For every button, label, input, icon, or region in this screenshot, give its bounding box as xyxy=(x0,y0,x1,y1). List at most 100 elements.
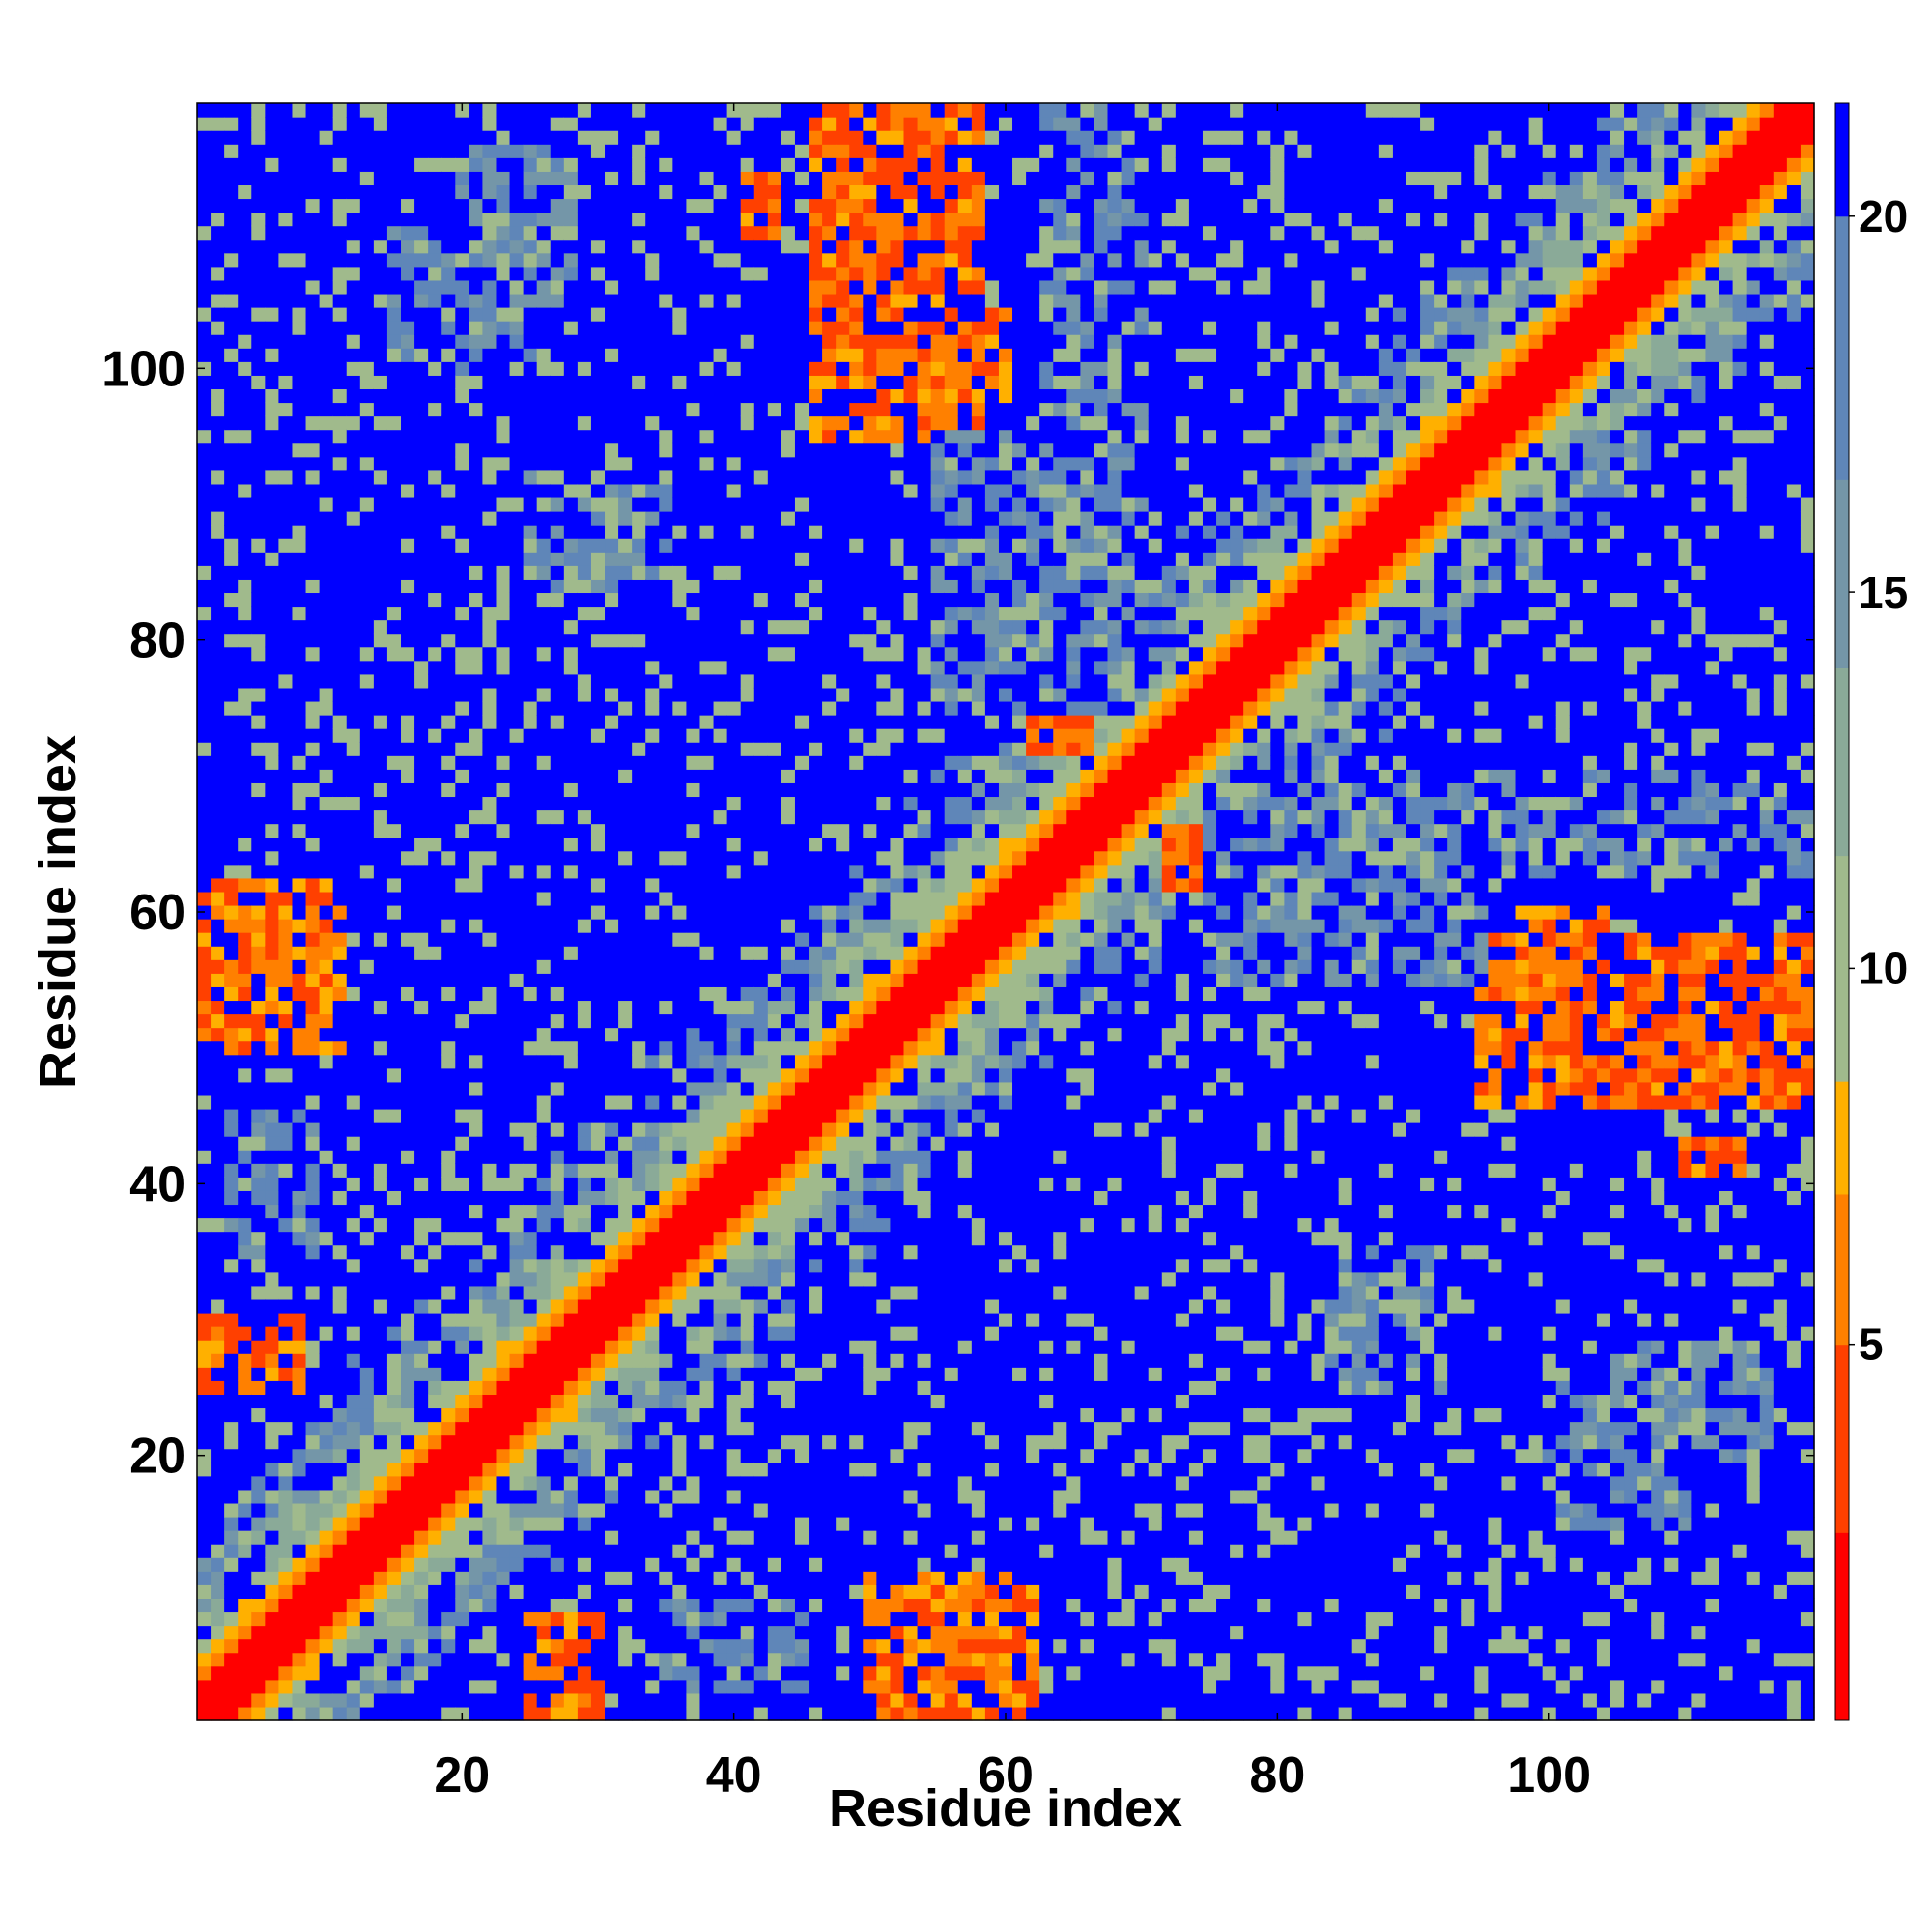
heatmap-cell xyxy=(238,483,252,498)
heatmap-cell xyxy=(686,810,701,825)
heatmap-cell xyxy=(332,307,348,322)
heatmap-cell xyxy=(618,1027,633,1042)
heatmap-cell xyxy=(590,1367,606,1381)
heatmap-cell xyxy=(563,1611,579,1627)
heatmap-cell xyxy=(618,700,633,716)
heatmap-cell xyxy=(197,1584,212,1599)
heatmap-cell xyxy=(536,1081,552,1096)
heatmap-cell xyxy=(618,1625,633,1640)
heatmap-cell xyxy=(319,782,334,798)
heatmap-cell xyxy=(686,1557,701,1572)
heatmap-cell xyxy=(523,1013,538,1029)
heatmap-cell xyxy=(659,742,673,756)
heatmap-cell xyxy=(386,646,402,662)
heatmap-cell xyxy=(278,1150,294,1164)
heatmap-cell xyxy=(305,1040,321,1056)
heatmap-cell xyxy=(346,687,361,702)
heatmap-cell xyxy=(428,442,442,458)
heatmap-cell xyxy=(753,565,769,580)
heatmap-cell xyxy=(713,1598,728,1613)
heatmap-cell xyxy=(265,375,280,390)
heatmap-cell xyxy=(319,1136,334,1151)
heatmap-cell xyxy=(509,932,525,947)
heatmap-cell xyxy=(224,973,239,987)
heatmap-cell xyxy=(251,1557,266,1572)
heatmap-cell xyxy=(197,157,212,172)
heatmap-cell xyxy=(373,1530,388,1545)
heatmap-cell xyxy=(496,919,511,933)
heatmap-cell xyxy=(659,1380,673,1395)
heatmap-cell xyxy=(265,1340,280,1354)
heatmap-cell xyxy=(672,1394,688,1409)
heatmap-cell xyxy=(645,1177,660,1191)
heatmap-cell xyxy=(455,796,469,811)
heatmap-cell xyxy=(713,1435,728,1450)
heatmap-cell xyxy=(265,1571,280,1585)
heatmap-cell xyxy=(305,823,321,838)
heatmap-cell xyxy=(713,388,728,404)
heatmap-cell xyxy=(699,1679,715,1694)
heatmap-cell xyxy=(346,1285,361,1300)
heatmap-cell xyxy=(590,687,606,702)
heatmap-cell xyxy=(523,1353,538,1368)
heatmap-cell xyxy=(645,1298,660,1314)
heatmap-cell xyxy=(563,565,579,580)
heatmap-cell xyxy=(509,1340,525,1354)
heatmap-cell xyxy=(469,959,484,974)
heatmap-cell xyxy=(197,1692,212,1708)
heatmap-cell xyxy=(605,1027,619,1042)
heatmap-cell xyxy=(632,497,646,512)
heatmap-cell xyxy=(224,525,239,539)
heatmap-cell xyxy=(197,1054,212,1069)
heatmap-cell xyxy=(224,442,239,458)
heatmap-cell xyxy=(359,1204,375,1219)
heatmap-cell xyxy=(359,1177,375,1191)
heatmap-cell xyxy=(605,198,619,213)
heatmap-cell xyxy=(455,1027,469,1042)
heatmap-cell xyxy=(605,456,619,471)
heatmap-cell xyxy=(550,1611,565,1627)
heatmap-cell xyxy=(238,619,252,635)
heatmap-cell xyxy=(740,755,755,770)
heatmap-cell xyxy=(713,959,728,974)
heatmap-cell xyxy=(469,279,484,295)
heatmap-cell xyxy=(632,782,646,798)
heatmap-cell xyxy=(645,1000,660,1015)
heatmap-cell xyxy=(428,1285,442,1300)
heatmap-cell xyxy=(401,728,415,743)
heatmap-cell xyxy=(672,1598,688,1613)
heatmap-cell xyxy=(346,1326,361,1341)
heatmap-cell xyxy=(428,1204,442,1219)
heatmap-cell xyxy=(699,1027,715,1042)
heatmap-cell xyxy=(292,497,307,512)
heatmap-cell xyxy=(672,103,688,118)
heatmap-cell xyxy=(523,402,538,417)
heatmap-cell xyxy=(359,864,375,879)
heatmap-cell xyxy=(482,823,497,838)
heatmap-cell xyxy=(550,728,565,743)
heatmap-cell xyxy=(550,252,565,268)
heatmap-cell xyxy=(618,742,633,756)
heatmap-cell xyxy=(632,1244,646,1260)
heatmap-cell xyxy=(496,946,511,960)
heatmap-cell xyxy=(197,117,212,131)
heatmap-cell xyxy=(726,321,742,335)
heatmap-cell xyxy=(618,986,633,1002)
heatmap-cell xyxy=(332,959,348,974)
heatmap-cell xyxy=(414,619,429,635)
heatmap-cell xyxy=(332,1462,348,1477)
heatmap-cell xyxy=(251,1217,266,1233)
heatmap-cell xyxy=(401,1312,415,1327)
heatmap-cell xyxy=(386,959,402,974)
heatmap-cell xyxy=(238,1013,252,1029)
heatmap-cell xyxy=(197,1122,212,1137)
heatmap-cell xyxy=(577,348,592,362)
heatmap-cell xyxy=(332,1258,348,1273)
heatmap-cell xyxy=(224,429,239,444)
heatmap-cell xyxy=(605,1108,619,1123)
heatmap-cell xyxy=(645,266,660,281)
heatmap-cell xyxy=(645,579,660,594)
heatmap-cell xyxy=(401,130,415,145)
heatmap-cell xyxy=(278,673,294,689)
heatmap-cell xyxy=(632,334,646,349)
